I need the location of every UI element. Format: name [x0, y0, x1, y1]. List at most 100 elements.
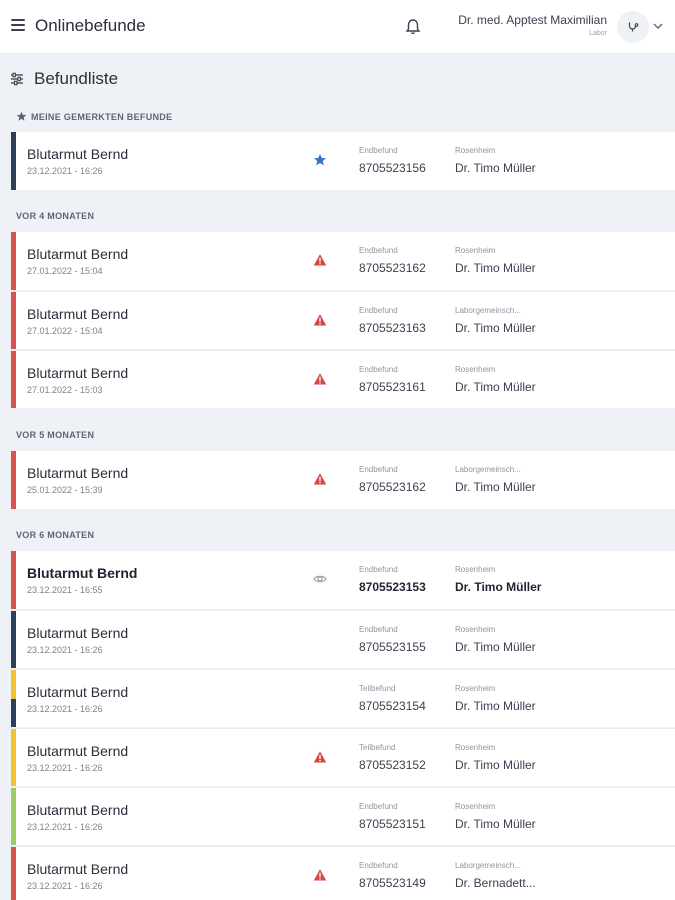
report-type: Endbefund: [359, 365, 398, 374]
report-date: 23.12.2021 - 16:26: [27, 881, 103, 891]
warning-icon: [313, 472, 327, 486]
lab-location: Rosenheim: [455, 146, 496, 155]
patient-name: Blutarmut Bernd: [27, 802, 129, 818]
report-date: 27.01.2022 - 15:04: [27, 326, 103, 336]
report-date: 27.01.2022 - 15:03: [27, 385, 103, 395]
report-type: Endbefund: [359, 625, 398, 634]
section-label-5-months: VOR 5 MONATEN: [16, 430, 94, 440]
warning-icon: [313, 868, 327, 882]
report-number: 8705523163: [359, 321, 426, 335]
lab-location: Rosenheim: [455, 684, 496, 693]
patient-name: Blutarmut Bernd: [27, 565, 138, 581]
sliders-icon[interactable]: [10, 72, 24, 86]
status-accent-bar: [11, 847, 16, 900]
report-date: 23.12.2021 - 16:26: [27, 822, 103, 832]
report-date: 23.12.2021 - 16:26: [27, 763, 103, 773]
report-date: 23.12.2021 - 16:26: [27, 704, 103, 714]
section-label-text: VOR 6 MONATEN: [16, 530, 95, 540]
doctor-name: Dr. Timo Müller: [455, 321, 536, 335]
doctor-name: Dr. Bernadett...: [455, 876, 536, 890]
user-name[interactable]: Dr. med. Apptest Maximilian: [458, 13, 607, 27]
report-type: Teilbefund: [359, 743, 396, 752]
lab-location: Laborgemeinsch...: [455, 861, 521, 870]
bell-icon[interactable]: [405, 18, 421, 36]
doctor-name: Dr. Timo Müller: [455, 261, 536, 275]
lab-location: Laborgemeinsch...: [455, 465, 521, 474]
report-date: 23.12.2021 - 16:26: [27, 645, 103, 655]
patient-name: Blutarmut Bernd: [27, 306, 129, 322]
patient-name: Blutarmut Bernd: [27, 465, 129, 481]
lab-location: Rosenheim: [455, 246, 496, 255]
report-date: 23.12.2021 - 16:26: [27, 166, 103, 176]
list-item[interactable]: Blutarmut Bernd 23.12.2021 - 16:26 Teilbef…: [11, 728, 675, 786]
list-item[interactable]: Blutarmut Bernd 27.01.2022 - 15:03 Endbefu…: [11, 350, 675, 408]
list-item[interactable]: Blutarmut Bernd 23.12.2021 - 16:26 Endbefu…: [11, 846, 675, 900]
star-icon[interactable]: [313, 153, 327, 167]
warning-icon: [313, 750, 327, 764]
report-type: Endbefund: [359, 146, 398, 155]
top-bar: Onlinebefunde Dr. med. Apptest Maximilia…: [0, 0, 675, 54]
section-label-text: MEINE GEMERKTEN BEFUNDE: [31, 111, 173, 122]
list-item[interactable]: Blutarmut Bernd 23.12.2021 - 16:26 Endbefu…: [11, 787, 675, 845]
list-item[interactable]: Blutarmut Bernd 23.12.2021 - 16:26 Endbefu…: [11, 132, 675, 190]
report-number: 8705523156: [359, 161, 426, 175]
list-item[interactable]: Blutarmut Bernd 23.12.2021 - 16:26 Teilbef…: [11, 669, 675, 727]
report-number: 8705523162: [359, 261, 426, 275]
report-type: Endbefund: [359, 246, 398, 255]
doctor-name: Dr. Timo Müller: [455, 699, 536, 713]
status-accent-bar: [11, 292, 16, 349]
report-type: Endbefund: [359, 306, 398, 315]
report-date: 23.12.2021 - 16:55: [27, 585, 103, 595]
report-number: 8705523154: [359, 699, 426, 713]
report-number: 8705523151: [359, 817, 426, 831]
star-icon: [16, 111, 27, 121]
report-type: Endbefund: [359, 465, 398, 474]
status-accent-bar: [11, 351, 16, 408]
report-date: 25.01.2022 - 15:39: [27, 485, 103, 495]
doctor-name: Dr. Timo Müller: [455, 380, 536, 394]
report-type: Teilbefund: [359, 684, 396, 693]
doctor-name: Dr. Timo Müller: [455, 640, 536, 654]
status-accent-bar: [11, 232, 16, 290]
report-number: 8705523155: [359, 640, 426, 654]
patient-name: Blutarmut Bernd: [27, 246, 129, 262]
doctor-name: Dr. Timo Müller: [455, 480, 536, 494]
section-label-6-months: VOR 6 MONATEN: [16, 530, 94, 540]
status-accent-bar: [11, 132, 16, 190]
list-item[interactable]: Blutarmut Bernd 23.12.2021 - 16:55 Endbefu…: [11, 551, 675, 609]
lab-location: Rosenheim: [455, 625, 496, 634]
report-number: 8705523152: [359, 758, 426, 772]
list-item[interactable]: Blutarmut Bernd 23.12.2021 - 16:26 Endbefu…: [11, 610, 675, 668]
chevron-down-icon[interactable]: [653, 22, 663, 30]
patient-name: Blutarmut Bernd: [27, 743, 129, 759]
report-date: 27.01.2022 - 15:04: [27, 266, 103, 276]
lab-location: Laborgemeinsch...: [455, 306, 521, 315]
section-label-text: VOR 5 MONATEN: [16, 430, 95, 440]
app-title: Onlinebefunde: [35, 16, 146, 35]
report-number: 8705523149: [359, 876, 426, 890]
avatar[interactable]: [617, 11, 649, 43]
doctor-name: Dr. Timo Müller: [455, 817, 536, 831]
doctor-name: Dr. Timo Müller: [455, 161, 536, 175]
section-label-4-months: VOR 4 MONATEN: [16, 211, 94, 221]
patient-name: Blutarmut Bernd: [27, 625, 129, 641]
status-accent-bar: [11, 611, 16, 668]
hamburger-menu-icon[interactable]: [11, 19, 25, 33]
page-title: Befundliste: [34, 69, 119, 88]
list-item[interactable]: Blutarmut Bernd 27.01.2022 - 15:04 Endbefu…: [11, 232, 675, 290]
lab-location: Rosenheim: [455, 743, 496, 752]
list-item[interactable]: Blutarmut Bernd 25.01.2022 - 15:39 Endbefu…: [11, 451, 675, 509]
report-type: Endbefund: [359, 861, 398, 870]
stethoscope-icon: [628, 22, 639, 32]
list-item[interactable]: Blutarmut Bernd 27.01.2022 - 15:04 Endbefu…: [11, 291, 675, 349]
report-number: 8705523153: [359, 580, 426, 594]
doctor-name: Dr. Timo Müller: [455, 580, 542, 594]
lab-location: Rosenheim: [455, 565, 496, 574]
warning-icon: [313, 253, 327, 267]
warning-icon: [313, 313, 327, 327]
patient-name: Blutarmut Bernd: [27, 861, 129, 877]
user-role: Labor: [589, 30, 607, 37]
report-number: 8705523161: [359, 380, 426, 394]
section-label-text: VOR 4 MONATEN: [16, 211, 95, 221]
patient-name: Blutarmut Bernd: [27, 146, 129, 162]
